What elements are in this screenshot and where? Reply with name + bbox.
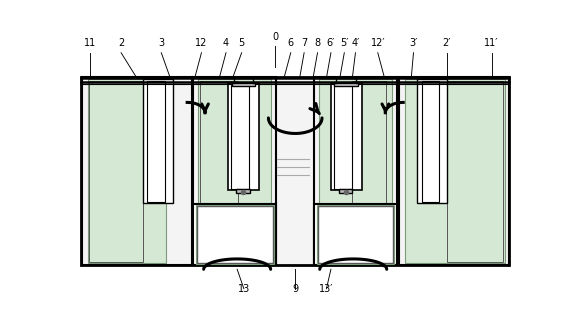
- Bar: [197, 206, 273, 263]
- Bar: [334, 85, 352, 188]
- Text: 0: 0: [272, 32, 278, 42]
- Bar: [422, 81, 439, 202]
- Text: 2′: 2′: [443, 38, 451, 48]
- Bar: [314, 204, 397, 265]
- Bar: [404, 79, 505, 263]
- Bar: [317, 206, 393, 263]
- Bar: [81, 77, 509, 265]
- Text: 13′: 13′: [319, 284, 334, 294]
- Bar: [88, 79, 166, 263]
- Bar: [417, 79, 448, 203]
- Text: 8: 8: [314, 38, 321, 48]
- Text: 4: 4: [223, 38, 229, 48]
- Bar: [200, 81, 238, 262]
- Bar: [399, 77, 509, 265]
- Text: 5: 5: [238, 38, 245, 48]
- Bar: [317, 205, 395, 264]
- Bar: [447, 81, 503, 262]
- Bar: [353, 81, 386, 262]
- Bar: [147, 81, 165, 202]
- Text: 9: 9: [292, 284, 298, 294]
- Bar: [89, 81, 142, 262]
- Bar: [319, 79, 392, 263]
- Bar: [334, 85, 352, 188]
- Text: 12: 12: [195, 38, 207, 48]
- Bar: [89, 81, 142, 262]
- Text: 11′: 11′: [484, 38, 499, 48]
- Text: 11: 11: [84, 38, 96, 48]
- Bar: [447, 81, 503, 262]
- Bar: [314, 77, 397, 265]
- Text: 3′: 3′: [410, 38, 418, 48]
- Text: 4′: 4′: [351, 38, 359, 48]
- Text: 6′: 6′: [327, 38, 335, 48]
- Text: 6: 6: [287, 38, 294, 48]
- Bar: [353, 81, 386, 262]
- Bar: [82, 77, 192, 265]
- Text: 5′: 5′: [340, 38, 348, 48]
- Text: 7: 7: [301, 38, 307, 48]
- Bar: [314, 77, 397, 265]
- Bar: [82, 77, 192, 265]
- Bar: [232, 83, 255, 86]
- Bar: [317, 206, 393, 263]
- Bar: [422, 81, 439, 202]
- Bar: [232, 85, 249, 188]
- Bar: [197, 206, 273, 263]
- Text: 12′: 12′: [370, 38, 385, 48]
- Bar: [200, 81, 238, 262]
- Bar: [236, 189, 249, 194]
- Bar: [142, 79, 173, 203]
- Bar: [147, 81, 165, 202]
- Bar: [232, 85, 249, 188]
- Text: 3: 3: [158, 38, 164, 48]
- Bar: [399, 77, 509, 265]
- Bar: [194, 204, 276, 265]
- Bar: [194, 77, 276, 265]
- Bar: [331, 83, 362, 191]
- Bar: [198, 79, 271, 263]
- Bar: [196, 205, 274, 264]
- Text: 13: 13: [238, 284, 250, 294]
- Bar: [339, 189, 353, 194]
- Bar: [335, 83, 358, 86]
- Text: 2: 2: [118, 38, 124, 48]
- Bar: [194, 77, 276, 265]
- Bar: [228, 83, 259, 191]
